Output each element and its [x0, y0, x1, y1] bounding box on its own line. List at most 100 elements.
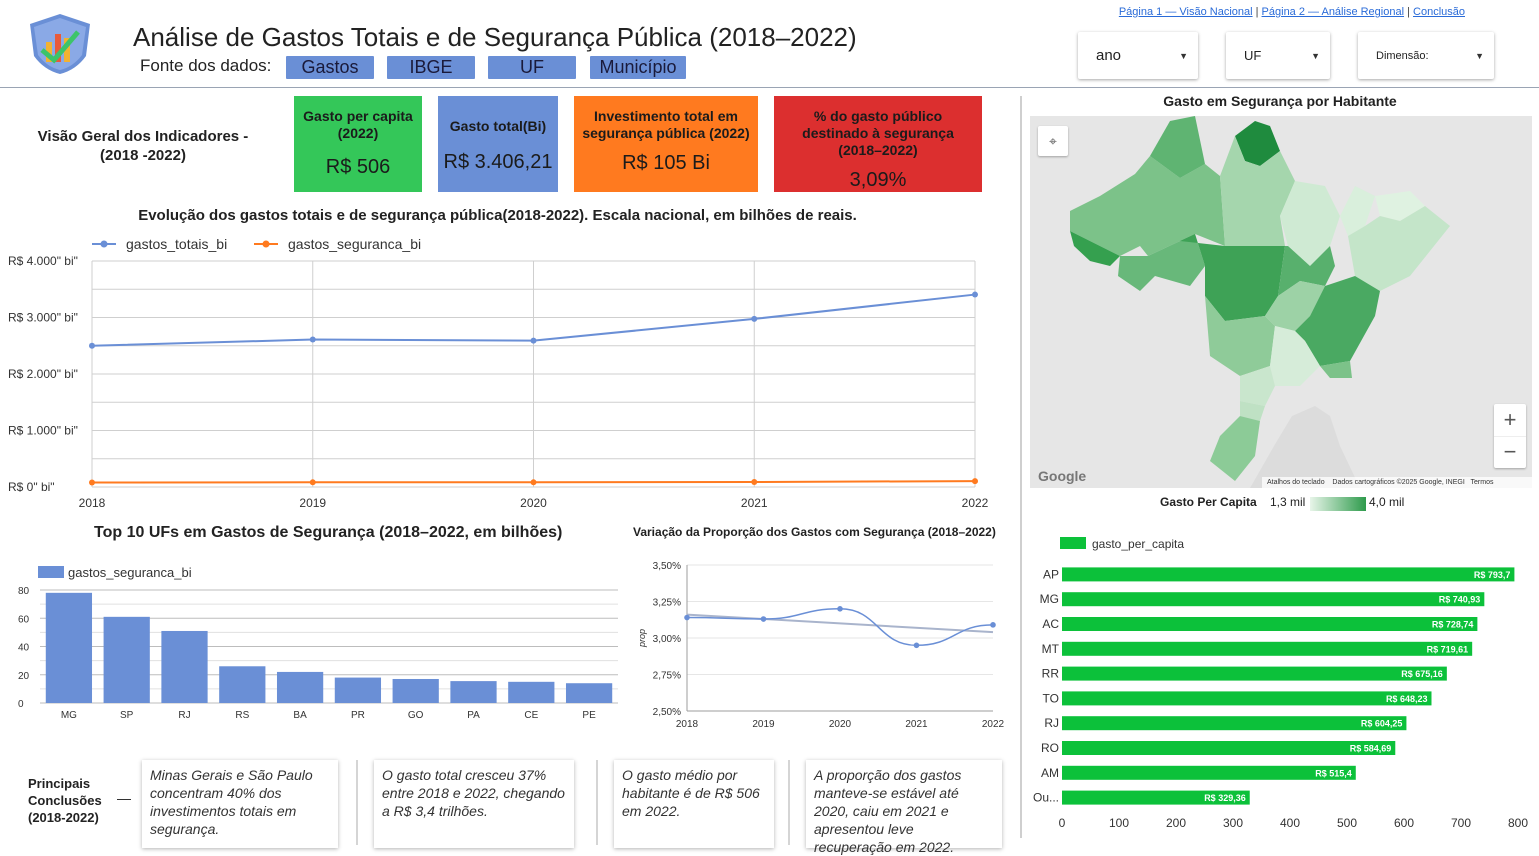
legend-marker — [100, 240, 108, 248]
source-chip-gastos[interactable]: Gastos — [286, 56, 374, 79]
line-chart-title: Evolução dos gastos totais e de seguranç… — [138, 207, 857, 224]
zoom-out-button[interactable]: − — [1494, 436, 1526, 468]
chevron-down-icon: ▼ — [1311, 50, 1320, 61]
filter-ano-label: ano — [1096, 47, 1122, 64]
y-tick-label: AP — [1043, 567, 1059, 581]
keyboard-shortcuts-link[interactable]: Atalhos do teclado — [1267, 479, 1325, 486]
chevron-down-icon: ▼ — [1475, 50, 1484, 61]
map-data-credit: Dados cartográficos ©2025 Google, INEGI — [1332, 479, 1465, 486]
source-chip-uf[interactable]: UF — [488, 56, 576, 79]
filter-uf-dropdown[interactable]: UF ▼ — [1226, 32, 1330, 79]
bar-RR — [1062, 666, 1447, 681]
x-tick-label: GO — [408, 710, 424, 721]
conclusion-note-2: O gasto total cresceu 37% entre 2018 e 2… — [374, 760, 574, 848]
data-label: R$ 329,36 — [1204, 793, 1246, 803]
data-point — [990, 622, 996, 628]
bar-MT — [1062, 641, 1473, 656]
legend-label: gastos_seguranca_bi — [68, 565, 192, 580]
state-rj[interactable] — [1320, 361, 1352, 378]
filter-dimensao-dropdown[interactable]: Dimensão: ▼ — [1358, 32, 1494, 79]
bar-MG — [1062, 592, 1485, 607]
location-pin-icon[interactable]: ⌖ — [1038, 126, 1068, 156]
x-tick-label: RS — [235, 710, 249, 721]
series-line-prop — [686, 608, 994, 647]
state-pr[interactable] — [1240, 366, 1275, 406]
state-rs[interactable] — [1210, 416, 1260, 481]
state-to[interactable] — [1278, 246, 1335, 296]
x-tick-label: 2021 — [741, 496, 768, 510]
x-tick-label: 2019 — [299, 496, 326, 510]
state-ro[interactable] — [1118, 234, 1205, 291]
nav-link-conclusion[interactable]: Conclusão — [1413, 6, 1465, 18]
nav-link-page2[interactable]: Página 2 — Análise Regional — [1261, 6, 1405, 18]
x-tick-label: PA — [467, 710, 480, 721]
map-legend-min: 1,3 mil — [1270, 495, 1306, 509]
terms-link[interactable]: Termos — [1470, 479, 1494, 486]
bar-BA — [276, 671, 324, 703]
filter-ano-dropdown[interactable]: ano ▼ — [1078, 32, 1198, 79]
state-am[interactable] — [1070, 156, 1225, 256]
kpi-title: Gasto total(Bi) — [449, 118, 547, 134]
kpi-title: Gasto per capita (2022) — [303, 108, 413, 141]
y-tick-label: 2,75% — [653, 671, 681, 682]
hbar-chart-per-capita: gasto_per_capita AP R$ 793,7 MG R$ 740,93 AC R… — [1033, 537, 1528, 830]
x-tick-label: CE — [524, 710, 538, 721]
state-ac[interactable] — [1070, 231, 1120, 266]
x-tick-label: BA — [293, 710, 307, 721]
data-label: R$ 675,16 — [1401, 669, 1443, 679]
kpi-card-investimento: Investimento total em segurança pública … — [574, 96, 758, 192]
x-tick-label: 2019 — [752, 719, 775, 730]
bar-RJ — [161, 630, 208, 703]
state-ba[interactable] — [1348, 206, 1450, 291]
state-ma[interactable] — [1280, 181, 1340, 266]
legend-swatch — [38, 566, 64, 578]
y-tick-label: 3,00% — [653, 634, 681, 645]
state-sp[interactable] — [1270, 326, 1320, 386]
nav-separator: | — [1255, 6, 1259, 18]
x-tick-label: 2020 — [520, 496, 547, 510]
legend-label: gasto_per_capita — [1092, 537, 1184, 551]
state-sc[interactable] — [1240, 401, 1265, 421]
map-attribution: Atalhos do teclado Dados cartográficos ©… — [1262, 477, 1532, 488]
state-pa[interactable] — [1220, 136, 1295, 246]
kpi-title: Investimento total em segurança pública … — [582, 108, 750, 141]
y-tick-label: R$ 3.000" bi" — [8, 311, 78, 325]
zoom-in-button[interactable]: + — [1503, 407, 1517, 432]
state-mt[interactable] — [1180, 234, 1285, 321]
header-divider — [0, 87, 1539, 88]
nav-link-page1[interactable]: Página 1 — Visão Nacional — [1118, 6, 1253, 18]
state-go[interactable] — [1265, 281, 1325, 331]
chevron-down-icon: ▼ — [1179, 50, 1188, 61]
kpi-card-percent: % do gasto público destinado à segurança… — [774, 96, 982, 192]
x-tick-label: SP — [120, 710, 134, 721]
y-tick-label: 60 — [18, 614, 30, 625]
map-panel[interactable]: ⌖ + − Google Atalhos do teclado Dados ca… — [1030, 116, 1532, 488]
conclusion-note-4: A proporção dos gastos manteve-se estáve… — [806, 760, 1002, 855]
bar-RS — [219, 666, 266, 703]
bar-CE — [508, 681, 555, 703]
page-nav: Página 1 — Visão Nacional | Página 2 — A… — [1119, 6, 1465, 18]
conclusions-dash: — — [117, 790, 131, 806]
data-label: R$ 515,4 — [1315, 768, 1352, 778]
source-chip-ibge[interactable]: IBGE — [387, 56, 475, 79]
state-ap[interactable] — [1235, 121, 1280, 166]
overview-heading: Visão Geral dos Indicadores - (2018 -202… — [28, 127, 258, 165]
data-point — [530, 479, 537, 486]
x-tick-label: 2022 — [962, 496, 989, 510]
state-mg[interactable] — [1295, 276, 1380, 366]
data-point — [309, 336, 316, 343]
kpi-value: R$ 3.406,21 — [443, 151, 553, 173]
state-rr[interactable] — [1150, 116, 1205, 178]
state-pi[interactable] — [1340, 186, 1375, 236]
y-tick-label: AC — [1042, 617, 1059, 631]
data-point — [972, 291, 978, 298]
bar-AM — [1062, 765, 1356, 780]
source-chip-municipio[interactable]: Município — [590, 56, 686, 79]
state-ms[interactable] — [1205, 296, 1275, 376]
x-tick-label: PE — [582, 710, 596, 721]
y-tick-label: 2,50% — [653, 707, 681, 718]
note-divider — [596, 760, 598, 845]
note-divider — [356, 760, 358, 845]
x-tick-label: 500 — [1337, 816, 1357, 830]
y-tick-label: MT — [1042, 642, 1060, 656]
